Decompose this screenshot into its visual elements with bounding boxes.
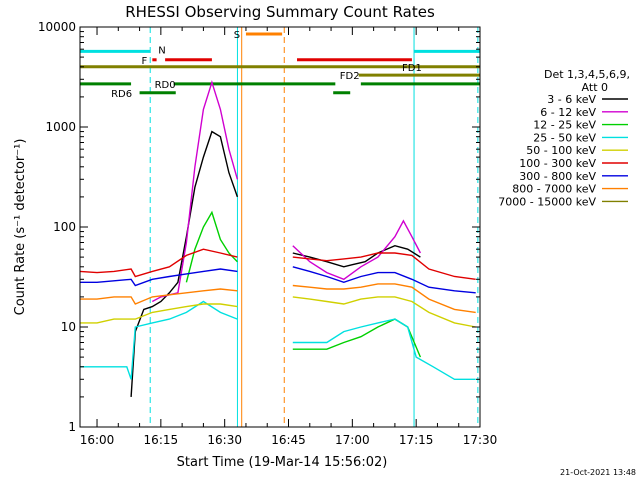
- series-line-300-800-kev: [80, 268, 238, 287]
- footer-date: 21-Oct-2021 13:48: [560, 468, 636, 477]
- series-line-100-300-kev: [79, 248, 238, 278]
- legend-title-line-1: Det 1,3,4,5,6,9,: [544, 68, 630, 81]
- x-tick-label: 17:00: [335, 433, 370, 447]
- series-line-50-100-kev: [292, 296, 476, 328]
- legend-entry-label: 7000 - 15000 keV: [498, 195, 596, 208]
- x-tick-label: 17:15: [399, 433, 434, 447]
- legend-entry-label: 100 - 300 keV: [519, 157, 596, 170]
- legend-entry-label: 12 - 25 keV: [533, 119, 596, 132]
- y-axis-label: Count Rate (s⁻¹ detector⁻¹): [13, 139, 28, 316]
- x-axis-ticks: 16:00 16:15 16:30 16:45 17:00 17:15 17:30: [80, 27, 498, 447]
- series-line-800-7000-kev: [80, 288, 238, 305]
- flag-label-fd1: FD1: [402, 63, 422, 74]
- x-tick-label: 16:00: [80, 433, 115, 447]
- y-tick-label: 1: [68, 420, 76, 434]
- series-line-800-7000-kev: [292, 283, 476, 314]
- series-line-3-6-kev: [130, 130, 239, 397]
- legend-entry-label: 3 - 6 keV: [547, 93, 596, 106]
- series-line-12-25-kev: [292, 318, 422, 358]
- flag-bars: NF S FD1 FD2 RD0 RD6: [80, 30, 480, 100]
- x-tick-label: 16:15: [144, 433, 179, 447]
- legend-entry-label: 800 - 7000 keV: [512, 183, 596, 196]
- flag-label-f: F: [141, 56, 147, 67]
- chart-title: RHESSI Observing Summary Count Rates: [125, 3, 435, 21]
- series-line-100-300-kev: [292, 252, 476, 280]
- series-line-50-100-kev: [80, 303, 238, 324]
- flag-label-rd6: RD6: [111, 89, 132, 100]
- y-tick-label: 10000: [38, 20, 76, 34]
- flag-label-rd0: RD0: [155, 80, 176, 91]
- plot-frame: [79, 26, 481, 428]
- series-line-25-50-kev: [80, 300, 238, 380]
- y-tick-label: 100: [53, 220, 76, 234]
- series-line-6-12-kev: [292, 219, 422, 281]
- y-tick-label: 1000: [45, 120, 76, 134]
- y-axis-ticks: 1 10 100 1000 10000: [38, 20, 480, 434]
- flag-label-s: S: [234, 30, 240, 41]
- x-tick-label: 17:30: [463, 433, 498, 447]
- series-lines: [79, 79, 476, 397]
- flag-label-fd2: FD2: [340, 71, 360, 82]
- legend-title-line-2: Att 0: [582, 81, 608, 94]
- series-line-300-800-kev: [292, 266, 476, 294]
- flag-label-n: N: [158, 45, 165, 56]
- y-tick-label: 10: [61, 320, 76, 334]
- x-tick-label: 16:45: [271, 433, 306, 447]
- series-line-25-50-kev: [292, 318, 476, 380]
- legend-entry-label: 300 - 800 keV: [519, 170, 596, 183]
- legend-entry-label: 25 - 50 keV: [533, 131, 596, 144]
- series-line-12-25-kev: [185, 210, 238, 283]
- x-axis-label: Start Time (19-Mar-14 15:56:02): [177, 455, 388, 470]
- legend-entry-label: 6 - 12 keV: [540, 106, 596, 119]
- x-tick-label: 16:30: [207, 433, 242, 447]
- vertical-markers: [79, 27, 479, 427]
- legend-entry-label: 50 - 100 keV: [526, 144, 596, 157]
